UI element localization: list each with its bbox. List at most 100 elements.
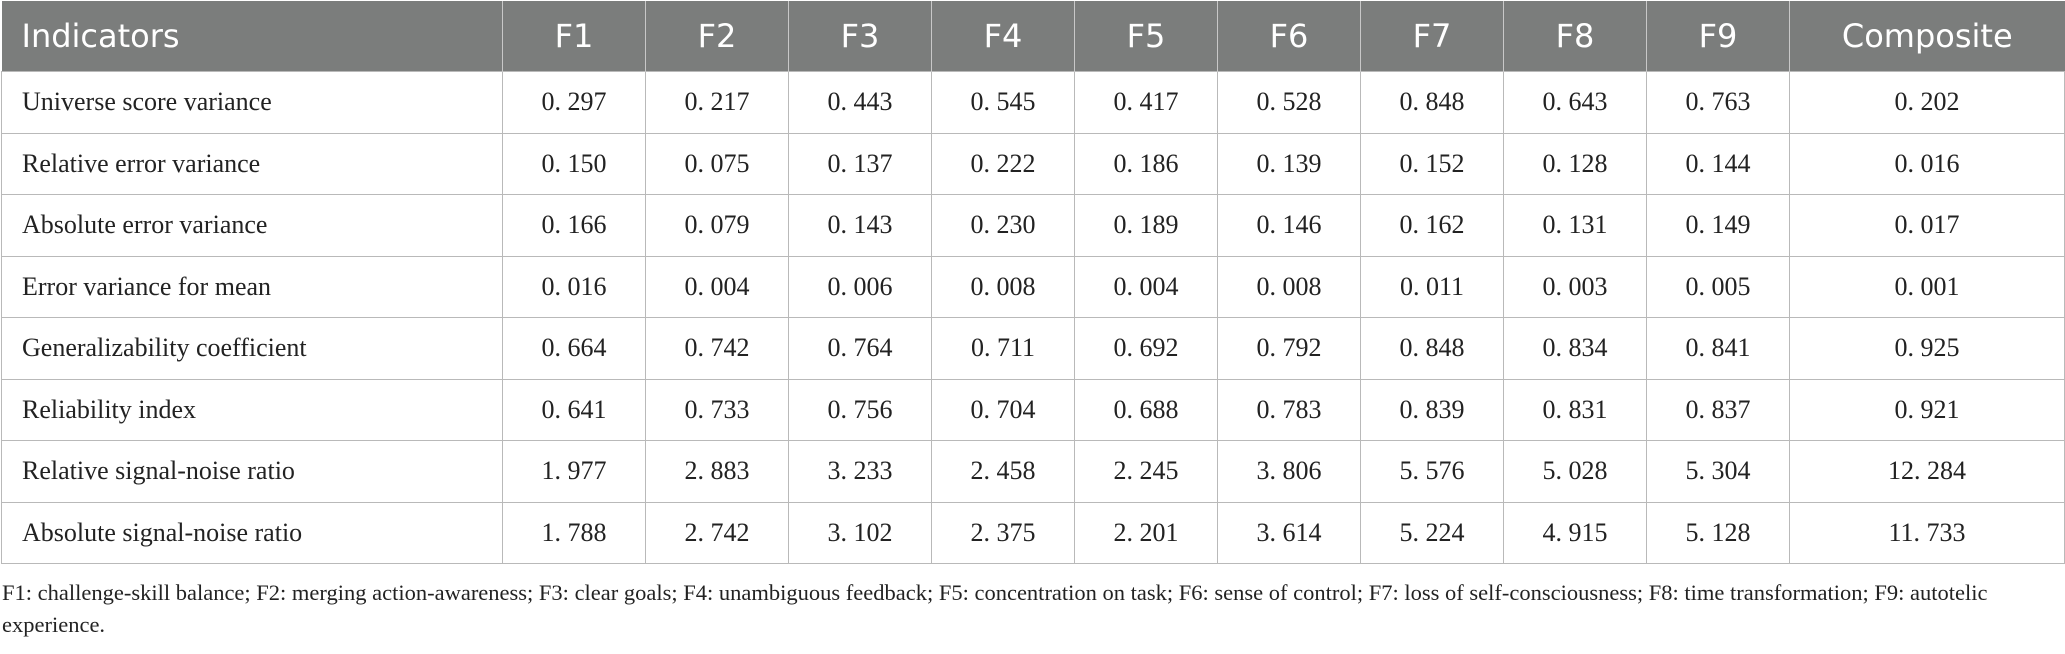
table-cell: 0. 921 [1789,378,2065,441]
table-cell: 5. 128 [1646,501,1790,564]
table-cell: 0. 839 [1360,378,1504,441]
table-cell: 0. 417 [1074,71,1218,134]
table-cell: 0. 004 [645,255,789,318]
header-f5: F5 [1074,1,1218,72]
table-cell: 0. 189 [1074,194,1218,257]
table-cell: 0. 925 [1789,317,2065,380]
table-cell: 0. 144 [1646,132,1790,195]
table-cell: 0. 688 [1074,378,1218,441]
table-footnote: F1: challenge-skill balance; F2: merging… [2,580,1988,637]
header-composite: Composite [1789,1,2065,72]
document: Indicators F1 F2 F3 F4 F5 F6 F7 F8 F9 Co… [1,1,2065,637]
table-cell: 2. 245 [1074,440,1218,503]
table-cell: 0. 006 [788,255,932,318]
table-cell: 0. 004 [1074,255,1218,318]
header-f8: F8 [1503,1,1647,72]
table-cell: 0. 834 [1503,317,1647,380]
row-label: Generalizability coefficient [1,317,503,380]
table-cell: 0. 783 [1217,378,1361,441]
table-cell: 12. 284 [1789,440,2065,503]
table-cell: 0. 008 [1217,255,1361,318]
table-cell: 0. 711 [931,317,1075,380]
header-row: Indicators F1 F2 F3 F4 F5 F6 F7 F8 F9 Co… [1,1,2065,72]
row-label: Absolute signal-noise ratio [1,501,503,564]
table-cell: 0. 230 [931,194,1075,257]
row-label: Error variance for mean [1,255,503,318]
table-cell: 2. 458 [931,440,1075,503]
table-row: Relative error variance 0. 150 0. 075 0. 13… [1,132,2065,195]
table-cell: 0. 643 [1503,71,1647,134]
table-cell: 0. 143 [788,194,932,257]
table-cell: 0. 848 [1360,71,1504,134]
table-cell: 3. 102 [788,501,932,564]
table-cell: 0. 139 [1217,132,1361,195]
table-cell: 0. 075 [645,132,789,195]
table-cell: 0. 222 [931,132,1075,195]
table-cell: 3. 233 [788,440,932,503]
table-cell: 0. 079 [645,194,789,257]
table-cell: 1. 977 [502,440,646,503]
table-cell: 0. 848 [1360,317,1504,380]
table-cell: 2. 742 [645,501,789,564]
table-cell: 0. 792 [1217,317,1361,380]
table-cell: 5. 304 [1646,440,1790,503]
table-cell: 0. 146 [1217,194,1361,257]
table-row: Universe score variance 0. 297 0. 217 0. 44… [1,71,2065,134]
table-cell: 0. 742 [645,317,789,380]
table-cell: 5. 028 [1503,440,1647,503]
row-label: Relative error variance [1,132,503,195]
table-cell: 3. 614 [1217,501,1361,564]
table-cell: 0. 011 [1360,255,1504,318]
table-cell: 0. 186 [1074,132,1218,195]
table-cell: 0. 841 [1646,317,1790,380]
table-cell: 3. 806 [1217,440,1361,503]
table-cell: 0. 641 [502,378,646,441]
table-cell: 2. 375 [931,501,1075,564]
table-row: Relative signal-noise ratio 1. 977 2. 883 3… [1,440,2065,503]
table-cell: 0. 003 [1503,255,1647,318]
table-cell: 0. 150 [502,132,646,195]
table-cell: 11. 733 [1789,501,2065,564]
table-cell: 0. 166 [502,194,646,257]
table-cell: 0. 149 [1646,194,1790,257]
table-cell: 0. 131 [1503,194,1647,257]
table-cell: 0. 528 [1217,71,1361,134]
table-cell: 5. 576 [1360,440,1504,503]
table-cell: 0. 152 [1360,132,1504,195]
table-cell: 0. 202 [1789,71,2065,134]
table-cell: 0. 831 [1503,378,1647,441]
header-f9: F9 [1646,1,1790,72]
table-cell: 0. 763 [1646,71,1790,134]
table-cell: 0. 017 [1789,194,2065,257]
table-cell: 4. 915 [1503,501,1647,564]
header-indicators: Indicators [1,1,503,72]
table-cell: 0. 001 [1789,255,2065,318]
header-f1: F1 [502,1,646,72]
table-row: Error variance for mean 0. 016 0. 004 0. 00… [1,255,2065,318]
table-cell: 5. 224 [1360,501,1504,564]
table-cell: 0. 128 [1503,132,1647,195]
header-f4: F4 [931,1,1075,72]
table-cell: 1. 788 [502,501,646,564]
table-cell: 0. 016 [502,255,646,318]
table-body: Universe score variance 0. 297 0. 217 0. 44… [1,71,2065,564]
table-row: Generalizability coefficient 0. 664 0. 742… [1,317,2065,380]
table-cell: 0. 733 [645,378,789,441]
table-cell: 0. 008 [931,255,1075,318]
row-label: Universe score variance [1,71,503,134]
indicators-table: Indicators F1 F2 F3 F4 F5 F6 F7 F8 F9 Co… [1,1,2065,564]
header-f6: F6 [1217,1,1361,72]
table-cell: 0. 545 [931,71,1075,134]
table-cell: 2. 201 [1074,501,1218,564]
table-cell: 0. 297 [502,71,646,134]
table-cell: 0. 692 [1074,317,1218,380]
row-label: Reliability index [1,378,503,441]
table-cell: 0. 005 [1646,255,1790,318]
table-cell: 0. 137 [788,132,932,195]
header-f2: F2 [645,1,789,72]
row-label: Absolute error variance [1,194,503,257]
table-cell: 0. 664 [502,317,646,380]
table-row: Absolute error variance 0. 166 0. 079 0. 14… [1,194,2065,257]
table-cell: 0. 756 [788,378,932,441]
table-cell: 0. 764 [788,317,932,380]
